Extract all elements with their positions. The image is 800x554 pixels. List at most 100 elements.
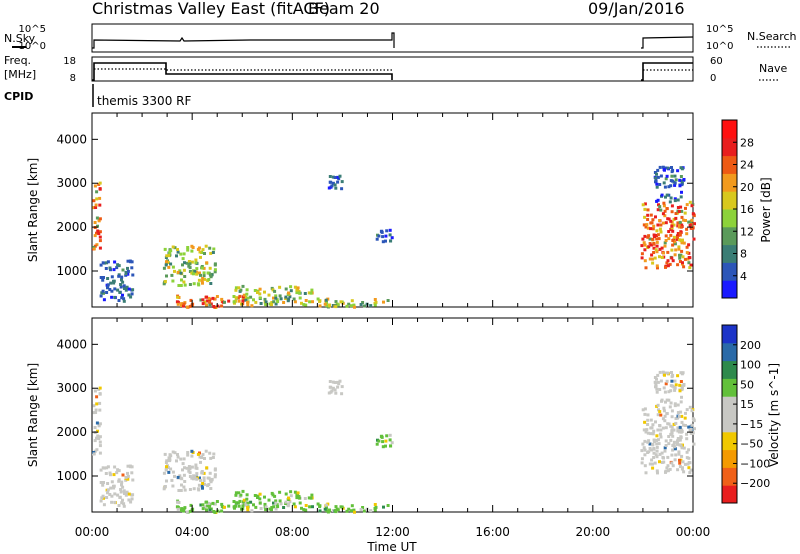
data-cell — [659, 428, 663, 432]
colorbar-tick-label: −50 — [740, 438, 763, 451]
nsearch-label: N.Search — [747, 30, 797, 43]
data-cell — [112, 279, 115, 283]
data-cell — [669, 184, 673, 188]
data-cell — [673, 404, 677, 408]
data-cell — [668, 467, 672, 471]
data-cell — [176, 250, 180, 254]
data-cell — [112, 484, 115, 488]
data-cell — [676, 198, 680, 202]
data-cell — [182, 252, 186, 256]
data-cell — [272, 296, 275, 300]
data-cell — [116, 468, 120, 472]
data-cell — [388, 433, 392, 437]
data-cell — [97, 424, 101, 428]
data-cell — [685, 408, 689, 412]
data-cell — [122, 284, 126, 288]
data-cell — [129, 500, 133, 504]
data-cell — [194, 258, 198, 262]
data-cell — [662, 251, 665, 255]
data-cell — [117, 479, 121, 483]
data-cell — [663, 449, 667, 453]
data-cell — [690, 218, 694, 222]
data-cell — [179, 457, 183, 461]
velocity-scatter-cells — [92, 370, 696, 514]
data-cell — [650, 253, 654, 257]
data-cell — [653, 440, 656, 444]
data-cell — [676, 426, 680, 430]
data-cell — [667, 398, 671, 402]
data-cell — [127, 498, 131, 502]
data-cell — [246, 505, 250, 509]
data-cell — [270, 508, 273, 512]
data-cell — [385, 229, 389, 233]
data-cell — [345, 304, 349, 308]
data-cell — [643, 453, 647, 457]
nsky-trace — [92, 32, 694, 49]
data-cell — [382, 505, 385, 509]
data-cell — [685, 245, 689, 249]
data-cell — [667, 442, 671, 446]
data-cell — [352, 508, 356, 512]
data-cell — [669, 219, 673, 223]
data-cell — [201, 277, 205, 280]
data-cell — [116, 263, 120, 267]
colorbar-tick-label: 4 — [740, 270, 747, 283]
data-cell — [678, 178, 682, 182]
data-cell — [288, 500, 292, 504]
data-cell — [168, 251, 172, 255]
data-cell — [667, 390, 671, 394]
data-cell — [213, 297, 216, 301]
data-cell — [655, 469, 659, 473]
data-cell — [655, 449, 659, 453]
data-cell — [113, 260, 117, 264]
data-cell — [658, 424, 662, 427]
data-cell — [665, 379, 669, 383]
data-cell — [658, 183, 662, 186]
data-cell — [692, 419, 696, 423]
freq-trace — [92, 62, 693, 81]
data-cell — [685, 232, 689, 236]
data-cell — [331, 380, 335, 384]
x-tick-label: 00:00 — [75, 525, 110, 539]
data-cell — [190, 249, 194, 253]
data-cell — [331, 175, 335, 179]
data-cell — [300, 301, 303, 305]
data-cell — [108, 493, 112, 496]
data-cell — [381, 240, 385, 244]
y-tick-label: 1000 — [56, 264, 87, 278]
data-cell — [129, 260, 132, 264]
data-cell — [334, 305, 338, 309]
data-cell — [655, 445, 659, 449]
data-cell — [663, 414, 667, 418]
data-cell — [643, 207, 647, 211]
data-cell — [681, 255, 685, 259]
data-cell — [119, 285, 123, 289]
data-cell — [112, 268, 116, 272]
data-cell — [659, 379, 663, 383]
data-cell — [176, 248, 179, 251]
data-cell — [245, 497, 249, 501]
data-cell — [663, 185, 667, 189]
data-cell — [690, 409, 694, 413]
data-cell — [212, 247, 216, 251]
data-cell — [163, 280, 167, 283]
data-cell — [205, 303, 208, 307]
data-cell — [99, 276, 103, 279]
data-cell — [670, 371, 673, 374]
data-cell — [643, 464, 647, 468]
data-cell — [95, 395, 99, 399]
data-cell — [336, 380, 339, 384]
data-cell — [328, 175, 332, 178]
data-cell — [94, 203, 98, 207]
data-cell — [336, 175, 339, 179]
data-cell — [657, 203, 660, 207]
data-cell — [127, 293, 131, 297]
data-cell — [167, 265, 171, 269]
data-cell — [390, 236, 394, 240]
data-cell — [258, 501, 262, 505]
data-cell — [165, 274, 168, 278]
data-cell — [124, 288, 128, 292]
data-cell — [92, 206, 96, 210]
data-cell — [361, 506, 365, 509]
data-cell — [644, 266, 648, 270]
